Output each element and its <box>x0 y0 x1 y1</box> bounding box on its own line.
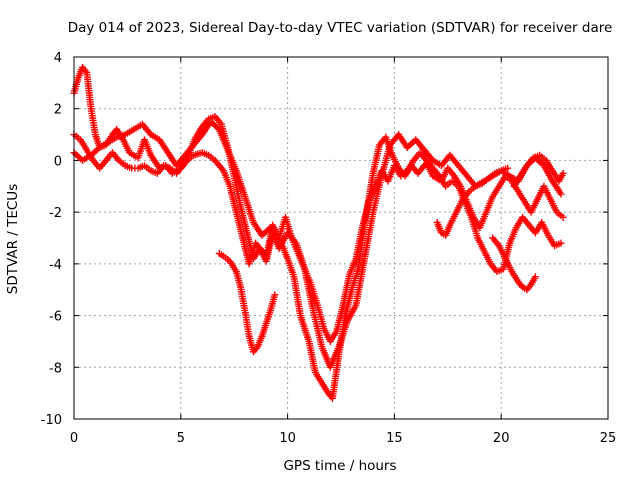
y-axis-label: SDTVAR / TECUs <box>5 184 21 294</box>
y-tick-label: -8 <box>49 361 62 376</box>
data-point <box>504 164 512 172</box>
data-point <box>531 273 539 281</box>
plot-frame <box>73 56 609 420</box>
x-tick-label: 15 <box>386 431 403 446</box>
series-track-g <box>510 151 567 190</box>
data-point <box>557 239 565 247</box>
grid <box>74 57 608 419</box>
series-track-e <box>433 164 512 239</box>
y-tick-labels: -10 -8 -6 -4 -2 0 2 4 <box>41 51 62 428</box>
x-tick-label: 10 <box>279 431 296 446</box>
y-tick-label: -4 <box>49 258 62 273</box>
x-tick-label: 5 <box>177 431 185 446</box>
axis-ticks <box>73 56 609 420</box>
x-tick-labels: 0 5 10 15 20 25 <box>70 431 616 446</box>
data-point <box>271 291 279 299</box>
y-tick-label: -10 <box>41 413 62 428</box>
series-track-b <box>70 112 565 345</box>
y-tick-label: -2 <box>49 206 62 221</box>
y-tick-label: 0 <box>54 154 62 169</box>
data-point <box>559 213 567 221</box>
data-points <box>70 63 567 402</box>
series-track-d <box>215 250 279 356</box>
y-tick-label: 4 <box>54 51 62 66</box>
x-tick-label: 0 <box>70 431 78 446</box>
x-tick-label: 20 <box>493 431 510 446</box>
x-tick-label: 25 <box>600 431 617 446</box>
series-track-a <box>70 63 567 402</box>
series-track-c <box>70 118 565 371</box>
y-tick-label: -6 <box>49 310 62 325</box>
series-track-f <box>489 234 539 294</box>
y-tick-label: 2 <box>54 103 62 118</box>
x-axis-label: GPS time / hours <box>283 458 396 474</box>
chart-title: Day 014 of 2023, Sidereal Day-to-day VTE… <box>68 20 613 36</box>
data-point <box>557 190 565 198</box>
data-point <box>559 169 567 177</box>
